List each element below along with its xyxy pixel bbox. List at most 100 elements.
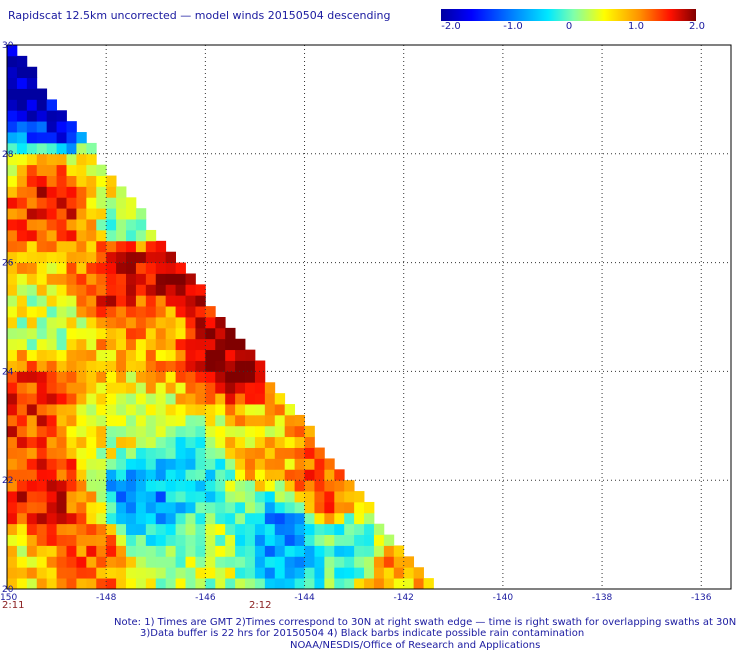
heatmap-cell — [135, 545, 147, 557]
heatmap-cell — [165, 360, 176, 372]
heatmap-cell — [215, 425, 226, 438]
heatmap-cell — [334, 491, 345, 503]
heatmap-cell — [66, 512, 77, 525]
heatmap-cell — [7, 45, 18, 57]
heatmap-cell — [16, 491, 28, 503]
heatmap-cell — [76, 186, 87, 198]
heatmap-cell — [126, 208, 137, 220]
heatmap-cell — [96, 197, 107, 209]
heatmap-cell — [145, 382, 157, 394]
heatmap-cell — [354, 491, 365, 503]
heatmap-cell — [76, 219, 87, 231]
heatmap-cell — [16, 208, 28, 220]
heatmap-cell — [76, 251, 87, 263]
heatmap-cells — [7, 45, 434, 590]
heatmap-cell — [66, 197, 77, 209]
heatmap-cell — [264, 425, 276, 438]
heatmap-cell — [16, 523, 28, 535]
heatmap-cell — [56, 393, 67, 405]
heatmap-cell — [66, 545, 77, 557]
heatmap-cell — [66, 556, 77, 568]
heatmap-cell — [155, 306, 167, 318]
heatmap-cell — [36, 338, 48, 351]
heatmap-cell — [16, 110, 28, 122]
heatmap-cell — [76, 327, 87, 340]
heatmap-cell — [36, 436, 48, 448]
heatmap-cell — [364, 523, 375, 535]
heatmap-cell — [7, 317, 18, 329]
heatmap-cell — [155, 349, 167, 361]
heatmap-cell — [126, 534, 137, 546]
heatmap-cell — [96, 545, 107, 557]
heatmap-cell — [324, 534, 335, 546]
heatmap-cell — [106, 480, 117, 492]
heatmap-cell — [165, 523, 176, 535]
heatmap-cell — [403, 567, 415, 579]
heatmap-cell — [135, 512, 147, 525]
heatmap-cell — [26, 447, 38, 459]
colorbar-label-max: 2.0 — [689, 21, 705, 32]
heatmap-cell — [135, 219, 147, 231]
heatmap-cell — [96, 512, 107, 525]
heatmap-cell — [294, 534, 305, 546]
heatmap-cell — [235, 491, 246, 503]
heatmap-cell — [165, 306, 176, 318]
heatmap-cell — [284, 404, 296, 416]
heatmap-cell — [294, 556, 305, 568]
heatmap-cell — [96, 284, 107, 296]
heatmap-cell — [56, 240, 67, 253]
heatmap-cell — [175, 425, 186, 438]
heatmap-cell — [56, 175, 67, 187]
heatmap-cell — [26, 306, 38, 318]
heatmap-cell — [36, 523, 48, 535]
heatmap-cell — [354, 512, 365, 525]
heatmap-cell — [106, 393, 117, 405]
heatmap-cell — [274, 480, 286, 492]
heatmap-cell — [66, 338, 77, 351]
heatmap-cell — [235, 338, 246, 351]
heatmap-cell — [175, 327, 186, 340]
heatmap-cell — [175, 349, 186, 361]
heatmap-cell — [7, 229, 18, 242]
heatmap-cell — [393, 556, 405, 568]
heatmap-cell — [96, 338, 107, 351]
heatmap-cell — [185, 458, 196, 470]
heatmap-cell — [155, 578, 167, 590]
heatmap-cell — [96, 480, 107, 492]
heatmap-cell — [254, 556, 266, 568]
heatmap-cell — [135, 306, 147, 318]
heatmap-cell — [16, 458, 28, 470]
heatmap-cell — [145, 425, 157, 438]
heatmap-cell — [56, 556, 67, 568]
heatmap-cell — [56, 251, 67, 263]
heatmap-cell — [46, 262, 57, 274]
heatmap-cell — [324, 545, 335, 557]
heatmap-cell — [135, 501, 147, 514]
heatmap-cell — [56, 186, 67, 198]
heatmap-cell — [175, 284, 186, 296]
heatmap-cell — [205, 447, 216, 459]
heatmap-cell — [155, 404, 167, 416]
heatmap-cell — [145, 447, 157, 459]
heatmap-cell — [116, 545, 127, 557]
heatmap-cell — [126, 306, 137, 318]
heatmap-cell — [235, 371, 246, 383]
heatmap-cell — [304, 534, 315, 546]
heatmap-cell — [66, 229, 77, 242]
heatmap-cell — [185, 447, 196, 459]
heatmap-cell — [106, 360, 117, 372]
heatmap-cell — [135, 469, 147, 481]
heatmap-cell — [274, 404, 286, 416]
heatmap-cell — [86, 197, 97, 209]
heatmap-cell — [16, 501, 28, 514]
heatmap-cell — [235, 578, 246, 590]
heatmap-cell — [245, 512, 256, 525]
heatmap-cell — [254, 523, 266, 535]
heatmap-cell — [245, 523, 256, 535]
heatmap-cell — [235, 360, 246, 372]
heatmap-cell — [324, 501, 335, 514]
heatmap-cell — [145, 404, 157, 416]
heatmap-cell — [16, 284, 28, 296]
heatmap-cell — [96, 469, 107, 481]
heatmap-cell — [215, 327, 226, 340]
